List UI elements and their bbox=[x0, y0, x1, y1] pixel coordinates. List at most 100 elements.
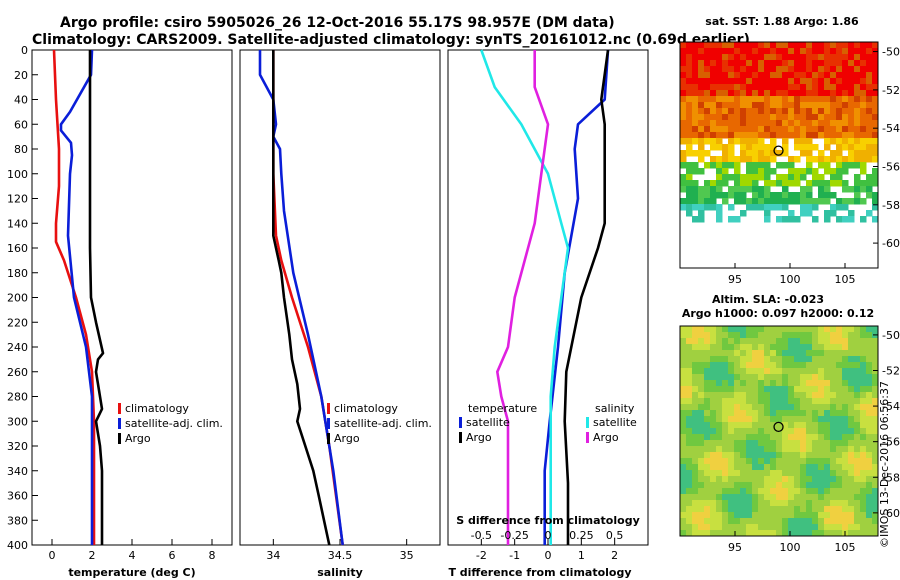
map-cell bbox=[758, 78, 765, 85]
map-cell bbox=[734, 132, 741, 139]
map-cell bbox=[752, 132, 759, 139]
map-cell bbox=[806, 192, 813, 199]
map-cell bbox=[734, 216, 741, 223]
map-cell bbox=[734, 126, 741, 133]
map-cell bbox=[830, 452, 837, 459]
map-cell bbox=[776, 452, 783, 459]
map-cell bbox=[758, 512, 765, 519]
map-cell bbox=[752, 326, 759, 333]
sla-map-title-line1: Altim. SLA: -0.023 bbox=[712, 293, 824, 306]
map-cell bbox=[860, 374, 867, 381]
map-cell bbox=[818, 494, 825, 501]
sla-lat-tick-label: -60 bbox=[882, 507, 900, 520]
map-cell bbox=[764, 440, 771, 447]
map-cell bbox=[842, 60, 849, 67]
map-cell bbox=[758, 482, 765, 489]
map-cell bbox=[866, 72, 873, 79]
map-cell bbox=[824, 78, 831, 85]
map-cell bbox=[704, 398, 711, 405]
map-cell bbox=[728, 102, 735, 109]
map-cell bbox=[806, 66, 813, 73]
sal-x-axis-label: salinity bbox=[317, 566, 363, 579]
map-cell bbox=[848, 428, 855, 435]
map-cell bbox=[746, 488, 753, 495]
map-cell bbox=[752, 524, 759, 531]
map-cell bbox=[740, 42, 747, 49]
map-cell bbox=[764, 494, 771, 501]
map-cell bbox=[728, 66, 735, 73]
map-cell bbox=[716, 78, 723, 85]
map-cell bbox=[800, 458, 807, 465]
map-cell bbox=[680, 458, 687, 465]
map-cell bbox=[842, 78, 849, 85]
map-cell bbox=[788, 398, 795, 405]
map-cell bbox=[788, 446, 795, 453]
depth-tick-label: 320 bbox=[7, 440, 28, 453]
map-cell bbox=[812, 362, 819, 369]
map-cell bbox=[788, 126, 795, 133]
map-cell bbox=[770, 452, 777, 459]
map-cell bbox=[800, 446, 807, 453]
map-cell bbox=[740, 524, 747, 531]
map-cell bbox=[758, 150, 765, 157]
map-cell bbox=[686, 446, 693, 453]
map-cell bbox=[686, 132, 693, 139]
map-cell bbox=[806, 404, 813, 411]
map-cell bbox=[698, 422, 705, 429]
map-cell bbox=[788, 470, 795, 477]
map-cell bbox=[848, 338, 855, 345]
map-cell bbox=[704, 132, 711, 139]
map-cell bbox=[794, 404, 801, 411]
map-cell bbox=[740, 144, 747, 151]
map-cell bbox=[806, 186, 813, 193]
map-cell bbox=[818, 192, 825, 199]
map-cell bbox=[812, 42, 819, 49]
map-cell bbox=[704, 440, 711, 447]
map-cell bbox=[842, 470, 849, 477]
map-cell bbox=[812, 144, 819, 151]
map-cell bbox=[824, 210, 831, 217]
map-cell bbox=[830, 524, 837, 531]
map-cell bbox=[722, 374, 729, 381]
map-cell bbox=[722, 494, 729, 501]
map-cell bbox=[824, 440, 831, 447]
map-cell bbox=[740, 114, 747, 121]
map-cell bbox=[800, 488, 807, 495]
map-cell bbox=[800, 494, 807, 501]
map-cell bbox=[746, 380, 753, 387]
map-cell bbox=[770, 42, 777, 49]
map-cell bbox=[788, 404, 795, 411]
map-cell bbox=[716, 362, 723, 369]
map-cell bbox=[698, 362, 705, 369]
map-cell bbox=[824, 464, 831, 471]
map-cell bbox=[680, 132, 687, 139]
map-cell bbox=[734, 66, 741, 73]
map-cell bbox=[764, 506, 771, 513]
map-cell bbox=[770, 344, 777, 351]
map-cell bbox=[764, 144, 771, 151]
map-cell bbox=[752, 198, 759, 205]
map-cell bbox=[842, 84, 849, 91]
map-cell bbox=[872, 368, 879, 375]
map-cell bbox=[818, 84, 825, 91]
map-cell bbox=[680, 102, 687, 109]
map-cell bbox=[836, 150, 843, 157]
map-cell bbox=[848, 84, 855, 91]
sla-map-frame bbox=[679, 325, 879, 537]
map-cell bbox=[860, 506, 867, 513]
map-cell bbox=[782, 332, 789, 339]
map-cell bbox=[728, 120, 735, 127]
map-cell bbox=[788, 174, 795, 181]
map-cell bbox=[872, 144, 879, 151]
map-cell bbox=[686, 458, 693, 465]
map-cell bbox=[824, 66, 831, 73]
map-cell bbox=[752, 60, 759, 67]
map-cell bbox=[728, 338, 735, 345]
map-cell bbox=[830, 54, 837, 61]
map-cell bbox=[716, 368, 723, 375]
map-cell bbox=[728, 458, 735, 465]
map-cell bbox=[812, 512, 819, 519]
map-cell bbox=[722, 174, 729, 181]
map-cell bbox=[698, 392, 705, 399]
